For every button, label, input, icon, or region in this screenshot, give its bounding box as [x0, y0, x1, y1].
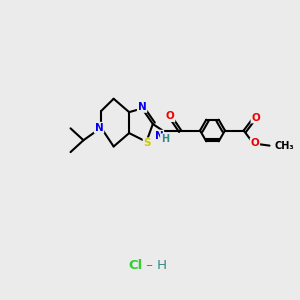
Text: H: H: [161, 134, 169, 144]
Text: N: N: [95, 123, 103, 133]
Text: Cl: Cl: [128, 259, 142, 272]
Text: CH₃: CH₃: [275, 141, 295, 151]
Text: N: N: [154, 130, 163, 141]
Text: N: N: [138, 102, 146, 112]
Text: O: O: [250, 139, 259, 148]
Text: O: O: [166, 111, 175, 121]
Text: S: S: [143, 138, 151, 148]
Text: O: O: [251, 112, 260, 122]
Text: – H: – H: [142, 259, 167, 272]
